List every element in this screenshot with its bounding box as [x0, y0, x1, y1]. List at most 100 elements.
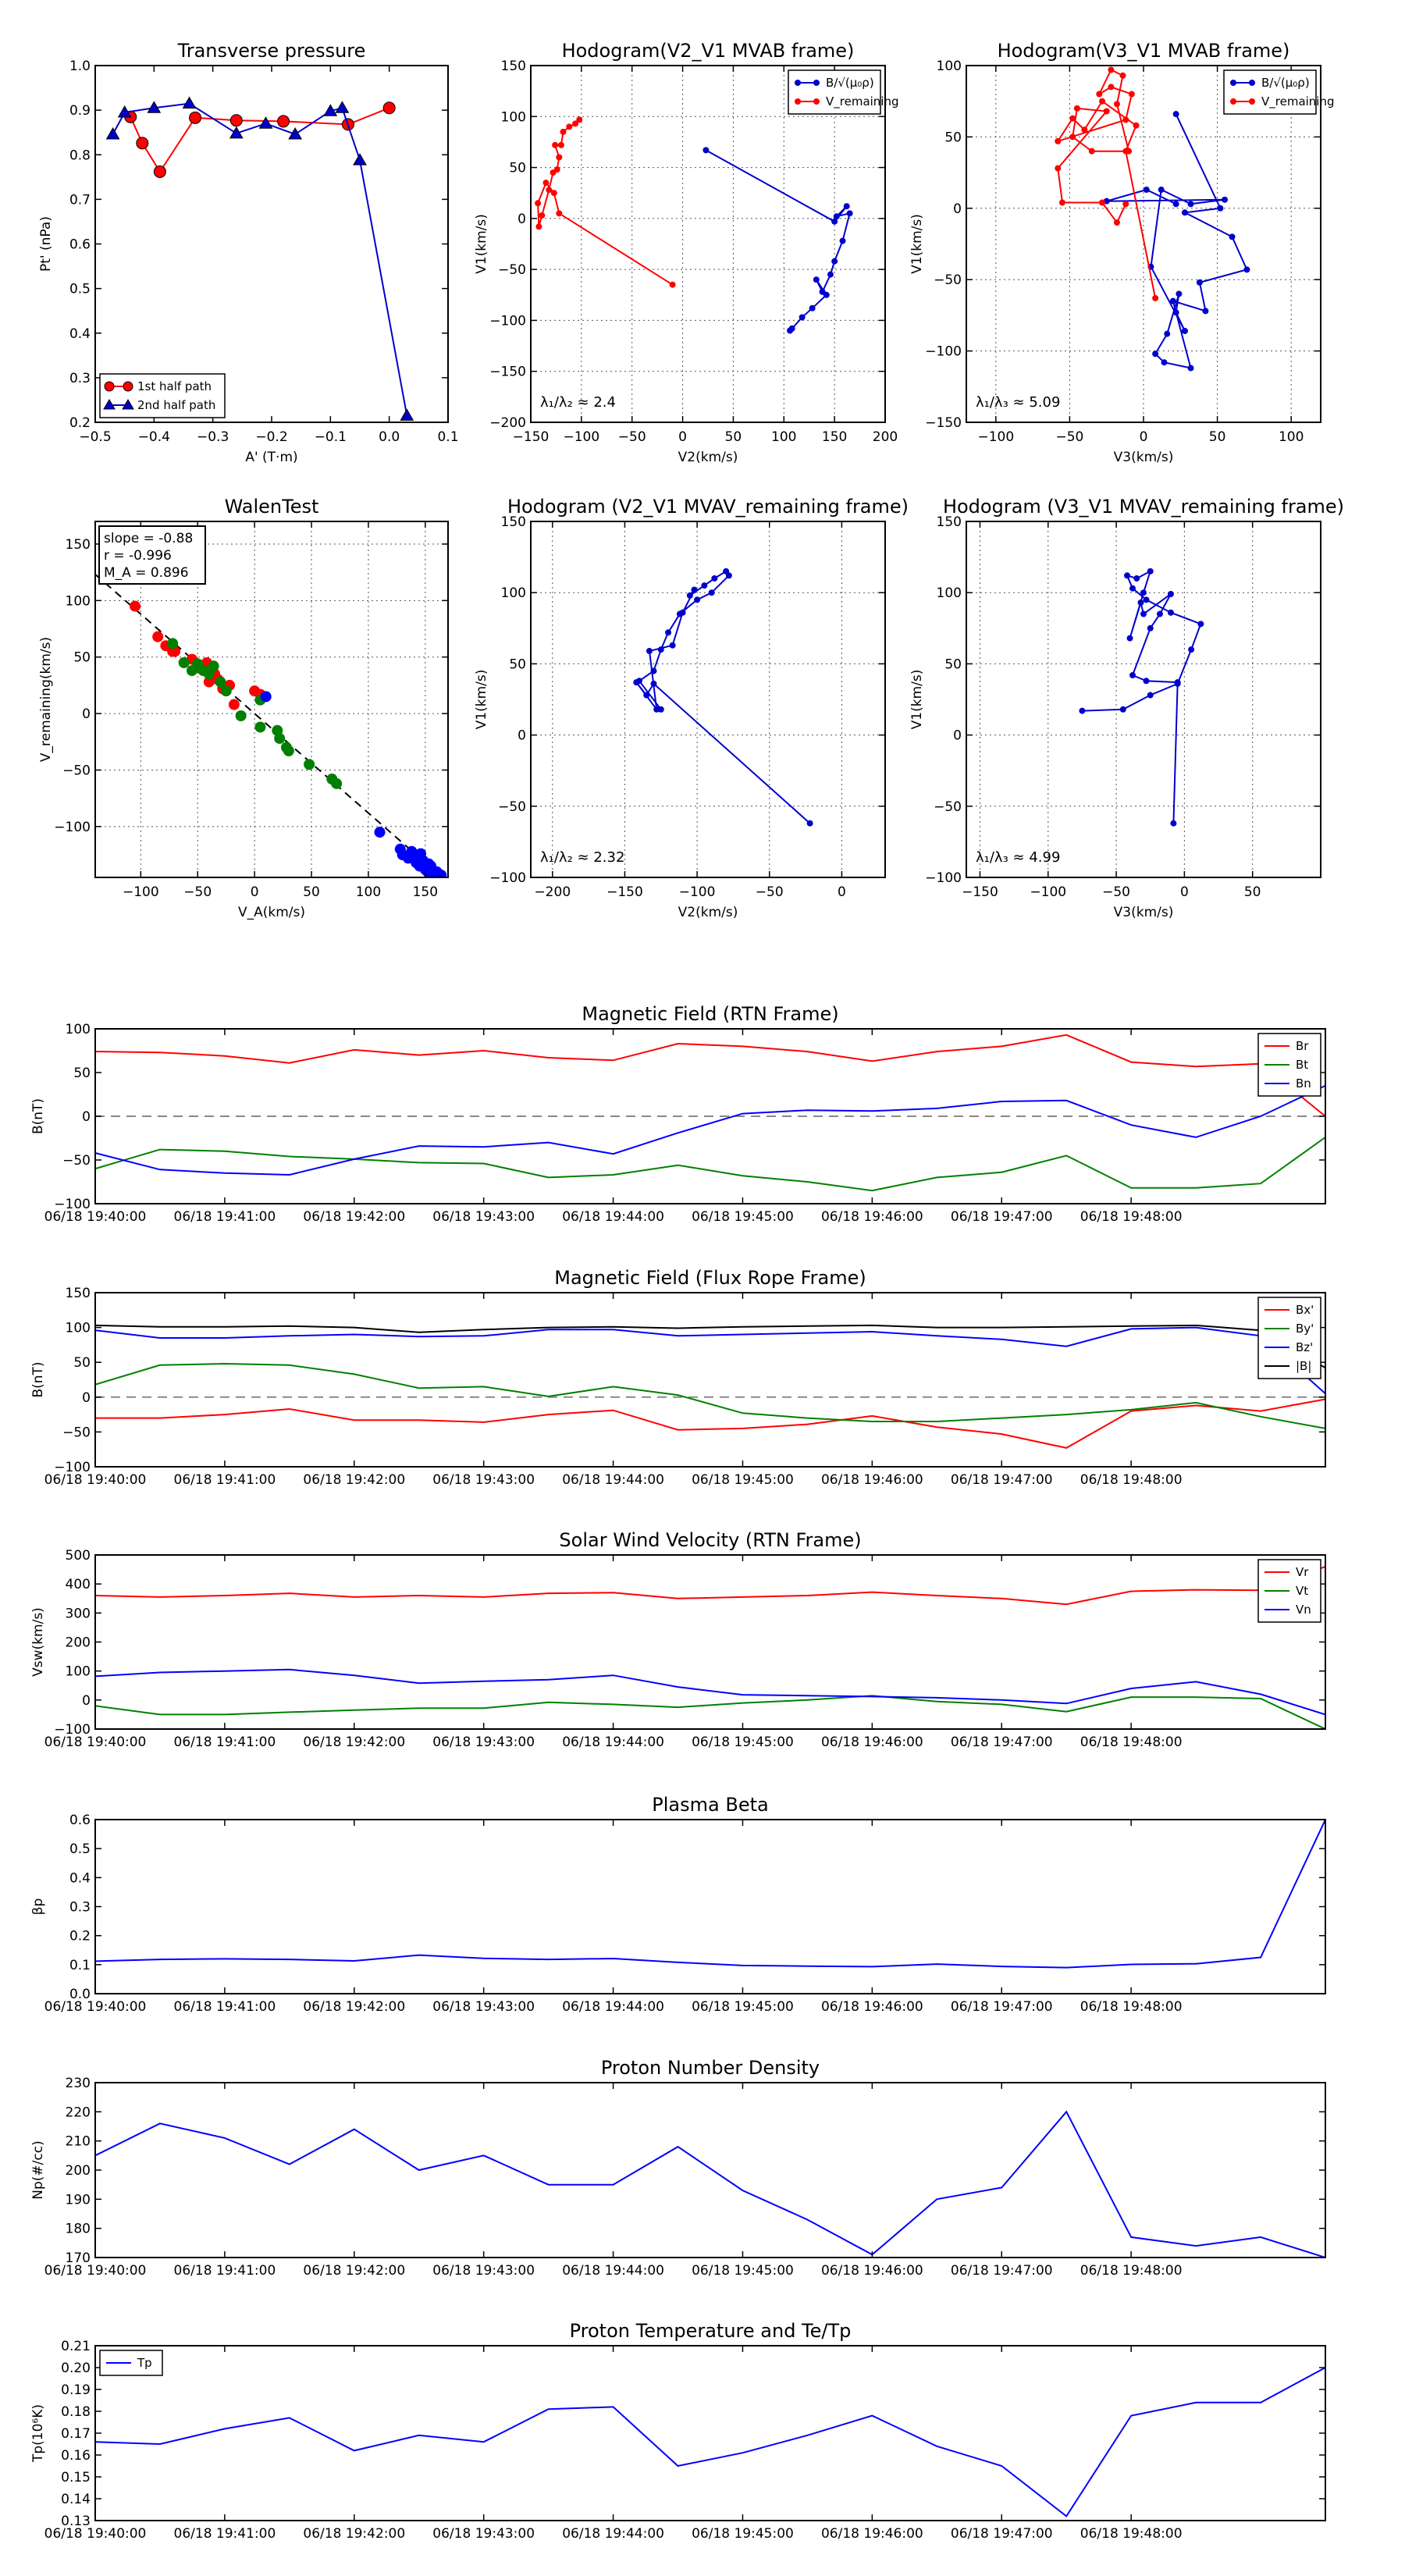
- series-line-bt: [95, 1137, 1325, 1192]
- legend-marker: [1230, 80, 1236, 86]
- data-point: [1129, 585, 1136, 592]
- data-point: [539, 212, 546, 219]
- data-point: [260, 691, 272, 703]
- data-point: [1143, 596, 1150, 603]
- y-tick-label: 220: [66, 2105, 91, 2120]
- data-point: [646, 647, 653, 654]
- y-tick-label: 50: [73, 1355, 91, 1371]
- data-point: [331, 777, 343, 789]
- data-point: [283, 745, 294, 756]
- y-tick-label: 300: [66, 1606, 91, 1621]
- chart-title: Hodogram (V3_V1 MVAV_remaining frame): [943, 496, 1344, 518]
- x-tick-label: 06/18 19:48:00: [1080, 1999, 1183, 2015]
- data-point: [1167, 591, 1174, 598]
- x-tick-label: 06/18 19:45:00: [692, 1472, 794, 1488]
- y-tick-label: 180: [66, 2222, 91, 2237]
- y-tick-label: 0.0: [69, 1987, 91, 2002]
- x-tick-label: 100: [356, 884, 381, 900]
- y-tick-label: 0: [82, 706, 91, 722]
- data-point: [1108, 66, 1115, 73]
- axes-frame: [94, 2082, 1326, 2258]
- series-line-b-: [1106, 113, 1248, 369]
- x-tick-label: 06/18 19:40:00: [44, 1735, 147, 1750]
- y-axis-label: Np(#/cc): [30, 2140, 46, 2199]
- x-tick-label: −100: [977, 429, 1014, 445]
- data-point: [831, 258, 838, 265]
- data-point: [1133, 122, 1140, 129]
- y-axis-label: Pt' (nPa): [38, 216, 54, 272]
- data-point: [823, 291, 830, 298]
- legend: Tp: [99, 2350, 163, 2376]
- data-point: [550, 190, 557, 197]
- data-point: [691, 586, 698, 593]
- data-point: [105, 126, 120, 140]
- data-point: [1079, 707, 1086, 714]
- y-tick-label: −50: [62, 1425, 91, 1440]
- y-tick-label: 0.18: [61, 2404, 91, 2420]
- legend-frame: [99, 373, 226, 418]
- y-tick-label: 50: [944, 656, 962, 672]
- y-tick-label: 150: [66, 1286, 91, 1301]
- data-point: [1188, 646, 1195, 653]
- y-tick-label: −50: [498, 799, 526, 815]
- chart-title: Hodogram(V2_V1 MVAB frame): [562, 40, 855, 62]
- y-tick-label: 0.21: [61, 2339, 91, 2354]
- panel-beta: 0.0 0.1 0.2 0.3 0.4 0.5 0.6 06/18 19:40:00 06/18…: [30, 1794, 1326, 2015]
- data-point: [1176, 290, 1183, 297]
- x-tick-label: 06/18 19:45:00: [692, 2263, 794, 2279]
- y-axis-label: Tp(10⁶K): [30, 2404, 46, 2463]
- y-tick-label: 0.2: [69, 1929, 91, 1944]
- axes-frame: [94, 65, 449, 423]
- legend: Bx' By' Bz' |B|: [1257, 1297, 1321, 1379]
- x-tick-label: 06/18 19:42:00: [303, 1472, 405, 1488]
- series-line-bz-: [95, 1326, 1325, 1395]
- data-point: [215, 676, 226, 688]
- data-point: [1099, 98, 1106, 105]
- data-point: [1137, 599, 1144, 606]
- data-point: [203, 668, 215, 680]
- x-tick-label: 06/18 19:42:00: [303, 1735, 405, 1750]
- x-tick-label: 06/18 19:43:00: [432, 2526, 535, 2542]
- legend-marker: [813, 80, 820, 86]
- y-tick-label: 200: [66, 1635, 91, 1651]
- data-point: [1119, 72, 1126, 79]
- data-point: [1147, 624, 1154, 632]
- data-point: [1128, 91, 1135, 98]
- legend-marker: [813, 98, 820, 105]
- data-point: [553, 166, 560, 173]
- x-tick-label: 100: [771, 429, 796, 445]
- data-point: [382, 101, 396, 115]
- x-tick-label: 06/18 19:40:00: [44, 2263, 147, 2279]
- data-point: [1055, 165, 1062, 172]
- chart-title: Transverse pressure: [177, 40, 366, 62]
- legend-frame: [1223, 69, 1317, 115]
- data-point: [1122, 201, 1129, 208]
- y-tick-label: 0: [82, 1109, 91, 1125]
- legend: 1st half path 2nd half path: [99, 373, 226, 418]
- y-tick-label: −100: [54, 1460, 91, 1475]
- data-point: [1152, 294, 1159, 301]
- data-point: [566, 123, 573, 130]
- data-point: [1217, 205, 1224, 212]
- y-tick-label: 170: [66, 2250, 91, 2266]
- data-point: [1170, 820, 1177, 827]
- data-point: [1181, 209, 1188, 216]
- eigenvalue-ratio-annotation: λ₁/λ₂ ≈ 2.32: [540, 849, 624, 866]
- x-tick-label: 06/18 19:46:00: [821, 2526, 923, 2542]
- data-point: [1196, 279, 1203, 286]
- x-tick-label: 06/18 19:40:00: [44, 1472, 147, 1488]
- y-tick-label: 0: [953, 728, 962, 744]
- x-tick-label: 06/18 19:44:00: [562, 1735, 664, 1750]
- chart-title: Proton Number Density: [601, 2057, 820, 2079]
- x-tick-label: 06/18 19:48:00: [1080, 1209, 1183, 1225]
- data-point: [1174, 680, 1181, 687]
- legend-marker: [103, 399, 116, 410]
- x-tick-label: 0: [678, 429, 687, 445]
- data-point: [572, 120, 579, 127]
- data-point: [1069, 133, 1076, 141]
- x-tick-label: 06/18 19:44:00: [562, 1209, 664, 1225]
- axes-frame: [530, 521, 886, 878]
- y-tick-label: 50: [73, 650, 91, 666]
- x-axis-label: V2(km/s): [678, 905, 738, 920]
